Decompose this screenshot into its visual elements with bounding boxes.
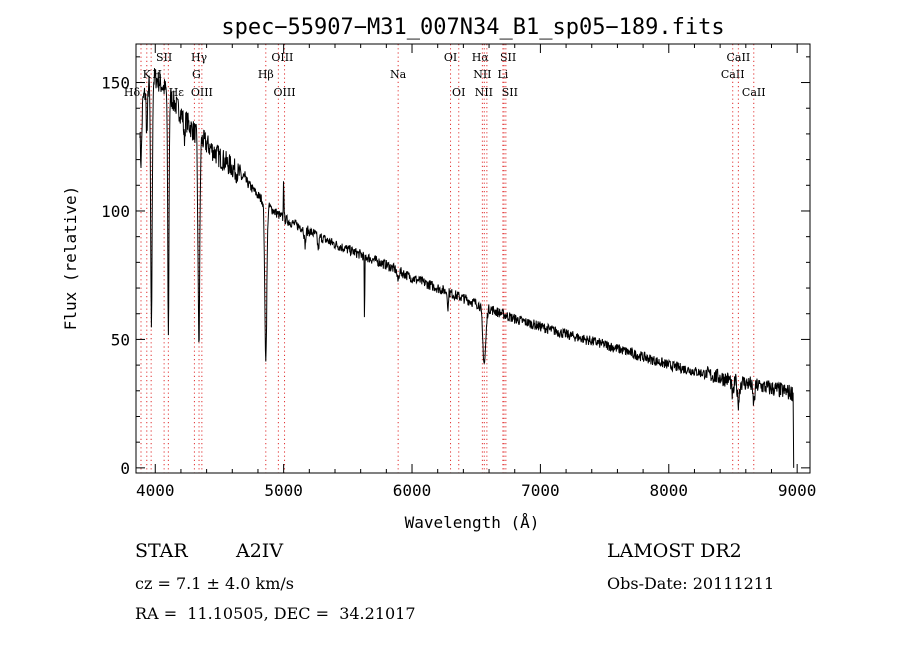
y-tick-label-2: 100 — [101, 202, 130, 221]
marker-label-7: OIII — [191, 86, 213, 99]
survey-name: LAMOST DR2 — [607, 540, 742, 562]
x-tick-label-1: 5000 — [264, 481, 303, 500]
axis-ticks: 4000 5000 6000 7000 8000 9000 0 50 100 150 — [101, 44, 816, 500]
x-tick-label-2: 6000 — [393, 481, 432, 500]
marker-label-13: OI — [452, 86, 465, 99]
marker-label-10: OIII — [274, 86, 296, 99]
x-tick-label-3: 7000 — [521, 481, 560, 500]
marker-label-1: K — [143, 68, 152, 81]
plot-frame — [135, 43, 811, 474]
y-tick-label-3: 150 — [101, 74, 130, 93]
marker-label-19: SII — [502, 86, 518, 99]
observation-date: Obs-Date: 20111211 — [607, 574, 775, 593]
x-tick-label-4: 8000 — [650, 481, 689, 500]
x-tick-label-5: 9000 — [778, 481, 817, 500]
y-axis-label: Flux (relative) — [61, 186, 80, 331]
marker-label-9: Hβ — [258, 68, 274, 81]
marker-label-16: NII — [475, 86, 493, 99]
y-tick-label-1: 50 — [111, 330, 130, 349]
line-markers: HδK HSIIHεHγGOIIIOIIIHβOIIINaOIOIHαNIINII… — [124, 44, 766, 473]
marker-label-3: SII — [156, 51, 172, 64]
marker-label-14: Hα — [472, 51, 490, 64]
spectrum-chart: HδK HSIIHεHγGOIIIOIIIHβOIIINaOIOIHαNIINII… — [61, 15, 816, 532]
marker-label-11: Na — [390, 68, 407, 81]
marker-label-22: CaII — [742, 86, 766, 99]
marker-label-6: G — [192, 68, 201, 81]
marker-label-17: SII — [500, 51, 516, 64]
object-class: STAR — [135, 540, 188, 562]
chart-title: spec−55907−M31_007N34_B1_sp05−189.fits — [221, 15, 724, 40]
y-tick-label-0: 0 — [120, 459, 130, 478]
marker-label-4: Hε — [169, 86, 185, 99]
marker-label-18: Li — [497, 68, 508, 81]
marker-label-2: H — [152, 68, 162, 81]
marker-label-15: NII — [473, 68, 491, 81]
x-axis-label: Wavelength (Å) — [405, 513, 540, 532]
marker-label-5: Hγ — [191, 51, 208, 64]
marker-label-12: OI — [444, 51, 457, 64]
spectrum-line — [139, 68, 795, 468]
marker-label-8: OIII — [271, 51, 293, 64]
object-subclass: A2IV — [236, 540, 284, 562]
x-tick-label-0: 4000 — [136, 481, 175, 500]
coordinates: RA = 11.10505, DEC = 34.21017 — [135, 604, 416, 623]
redshift-velocity: cz = 7.1 ± 4.0 km/s — [135, 574, 294, 593]
marker-label-20: CaII — [721, 68, 745, 81]
marker-label-21: CaII — [727, 51, 751, 64]
